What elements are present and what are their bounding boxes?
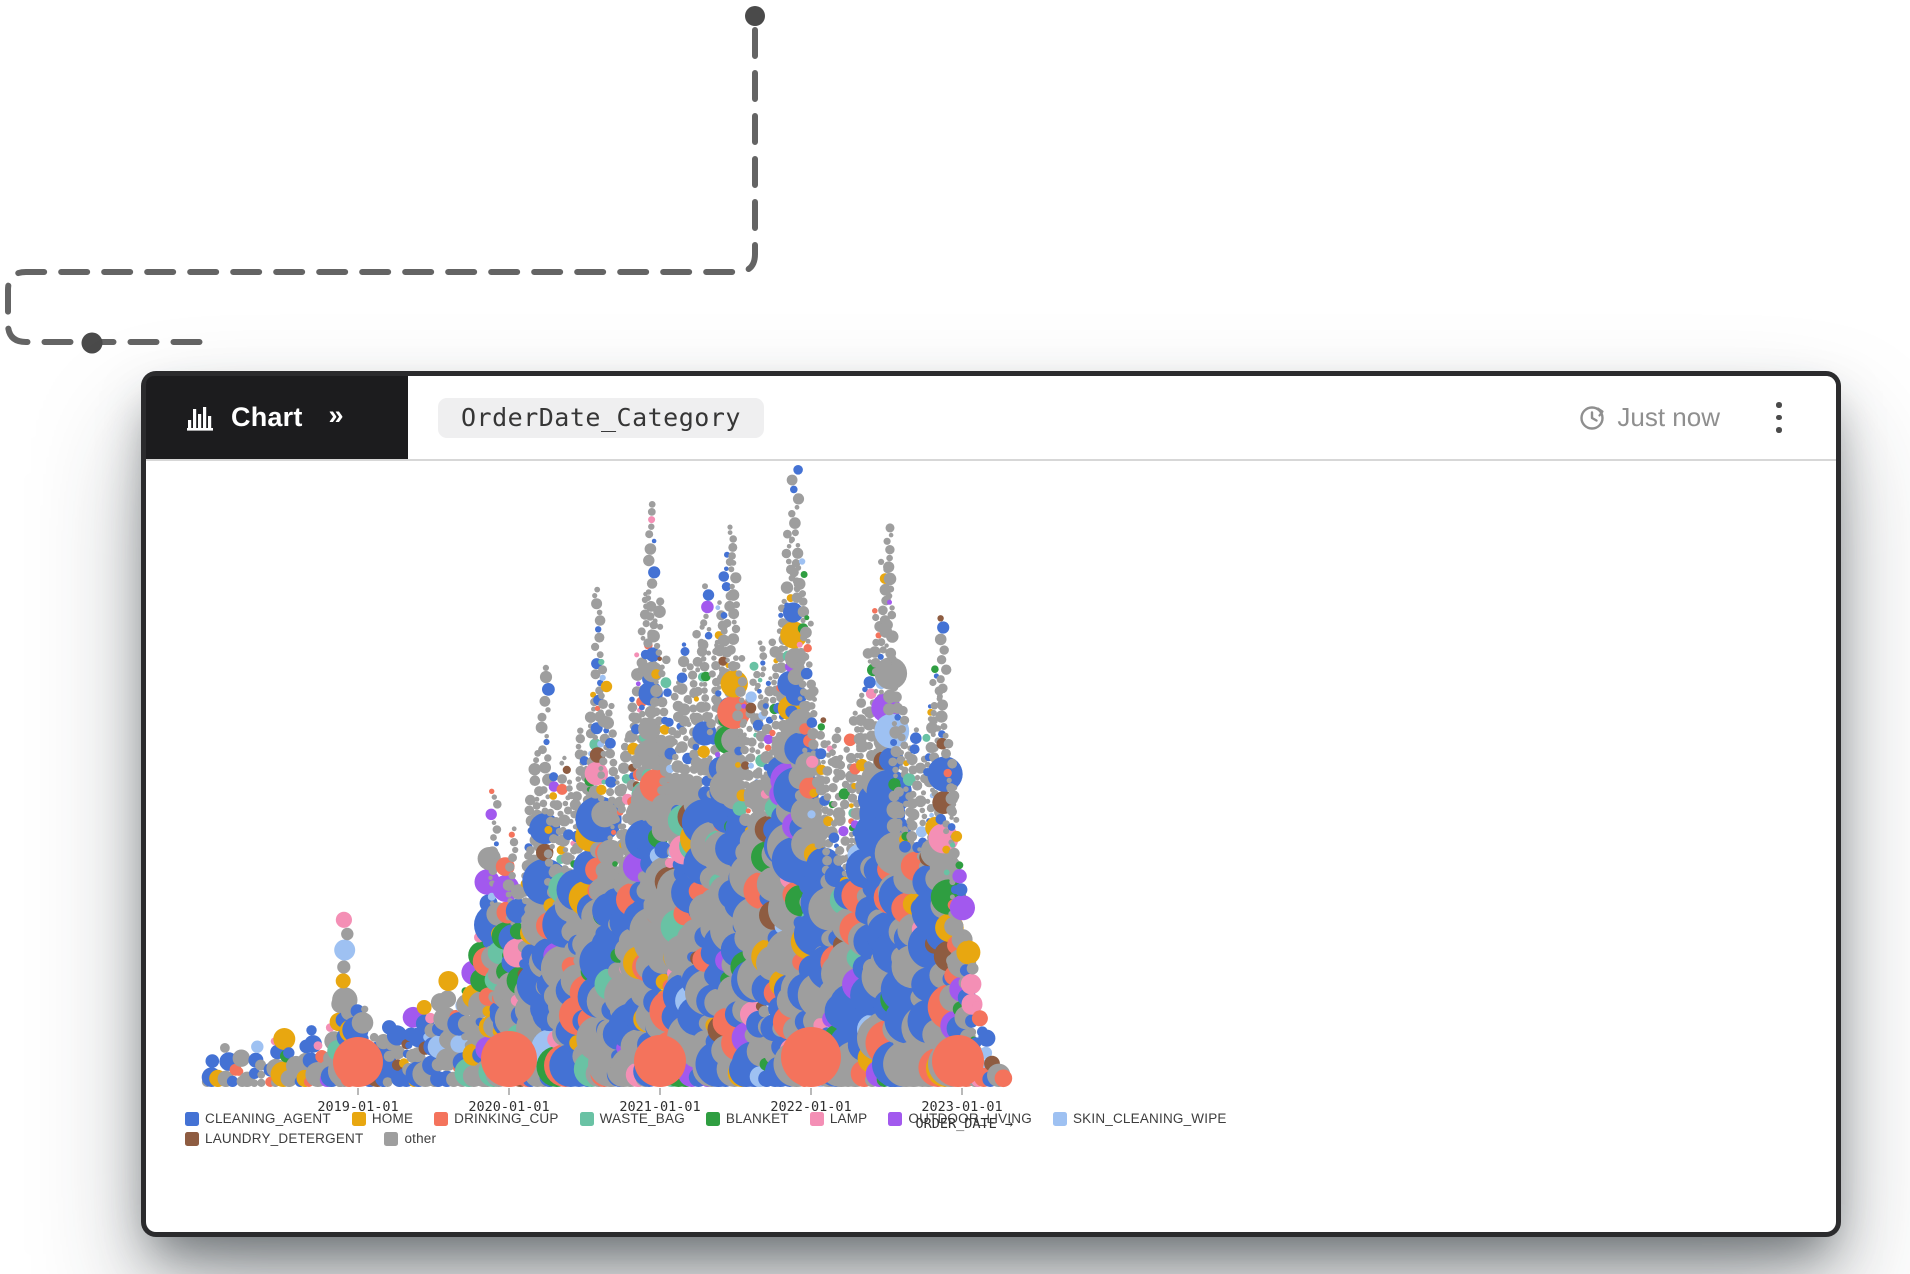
legend-swatch <box>185 1111 199 1126</box>
bubble-chart-canvas: 2019-01-01 2020-01-01 2021-01-01 2022-01-01… <box>201 465 1013 1132</box>
legend-label: OUTDOOR_LIVING <box>908 1111 1032 1126</box>
bubble-chart-area: 2019-01-01 2020-01-01 2021-01-01 2022-01-01… <box>146 461 1836 1232</box>
legend-label: LAUNDRY_DETERGENT <box>205 1131 364 1146</box>
legend-item-skin_cleaning_wipe: SKIN_CLEANING_WIPE <box>1052 1111 1227 1126</box>
kebab-dot <box>1776 402 1782 408</box>
connector-dashes <box>5 27 758 345</box>
chart-card: Chart » OrderDate_Category Just now <box>146 376 1836 1232</box>
connector-dot-top <box>745 6 765 26</box>
legend-label: DRINKING_CUP <box>454 1111 559 1126</box>
legend-item-laundry_detergent: LAUNDRY_DETERGENT <box>185 1131 363 1146</box>
legend-row: LAUNDRY_DETERGENT other <box>185 1131 1227 1146</box>
legend-swatch <box>351 1111 366 1126</box>
bar-chart-icon <box>187 406 213 431</box>
chart-tab[interactable]: Chart » <box>146 376 408 459</box>
legend-label: other <box>404 1131 437 1146</box>
legend-label: CLEANING_AGENT <box>205 1111 331 1126</box>
legend-label: WASTE_BAG <box>599 1111 685 1126</box>
legend-swatch <box>1052 1111 1067 1126</box>
tab-label: Chart <box>231 402 303 432</box>
legend-item-blanket: BLANKET <box>705 1111 789 1126</box>
svg-text:2022-01-01: 2022-01-01 <box>770 1099 851 1115</box>
connector-dot-bottom <box>81 332 103 354</box>
svg-text:ORDER_DATE →: ORDER_DATE → <box>915 1116 1013 1132</box>
legend-swatch <box>888 1111 903 1126</box>
chart-title-badge[interactable]: OrderDate_Category <box>438 397 764 438</box>
connector-dashed-line <box>5 6 765 354</box>
kebab-dot <box>1776 414 1782 421</box>
header-right: Just now <box>1578 401 1836 435</box>
legend-item-drinking_cup: DRINKING_CUP <box>434 1111 558 1126</box>
legend-swatch <box>809 1111 824 1126</box>
legend-item-lamp: LAMP <box>809 1111 868 1126</box>
chart-legend: CLEANING_AGENT HOME DRINKING_CUP WASTE_BAG B… <box>185 1111 1227 1146</box>
last-updated-label: Just now <box>1617 402 1720 432</box>
svg-text:2020-01-01: 2020-01-01 <box>468 1099 549 1115</box>
legend-label: LAMP <box>829 1111 868 1126</box>
legend-item-other: other <box>384 1131 436 1146</box>
legend-label: HOME <box>371 1111 414 1126</box>
legend-swatch <box>579 1111 594 1126</box>
legend-item-outdoor_living: OUTDOOR_LIVING <box>888 1111 1032 1126</box>
history-clock-icon <box>1580 405 1605 430</box>
legend-swatch <box>384 1131 399 1146</box>
card-header: Chart » OrderDate_Category Just now <box>146 376 1836 461</box>
legend-label: BLANKET <box>725 1111 789 1126</box>
svg-text:2021-01-01: 2021-01-01 <box>619 1099 700 1115</box>
kebab-menu-button[interactable] <box>1766 401 1792 435</box>
double-chevron-icon: » <box>328 400 344 430</box>
legend-item-waste_bag: WASTE_BAG <box>579 1111 685 1126</box>
legend-swatch <box>705 1111 720 1126</box>
kebab-dot <box>1776 427 1782 433</box>
last-updated: Just now <box>1578 402 1720 433</box>
legend-row: CLEANING_AGENT HOME DRINKING_CUP WASTE_BAG B… <box>185 1111 1227 1126</box>
svg-text:2019-01-01: 2019-01-01 <box>317 1099 398 1115</box>
legend-item-cleaning_agent: CLEANING_AGENT <box>185 1111 331 1126</box>
legend-swatch <box>185 1131 199 1146</box>
legend-label: SKIN_CLEANING_WIPE <box>1072 1111 1227 1126</box>
legend-item-home: HOME <box>351 1111 414 1126</box>
legend-swatch <box>434 1111 449 1126</box>
svg-text:2023-01-01: 2023-01-01 <box>921 1099 1002 1115</box>
